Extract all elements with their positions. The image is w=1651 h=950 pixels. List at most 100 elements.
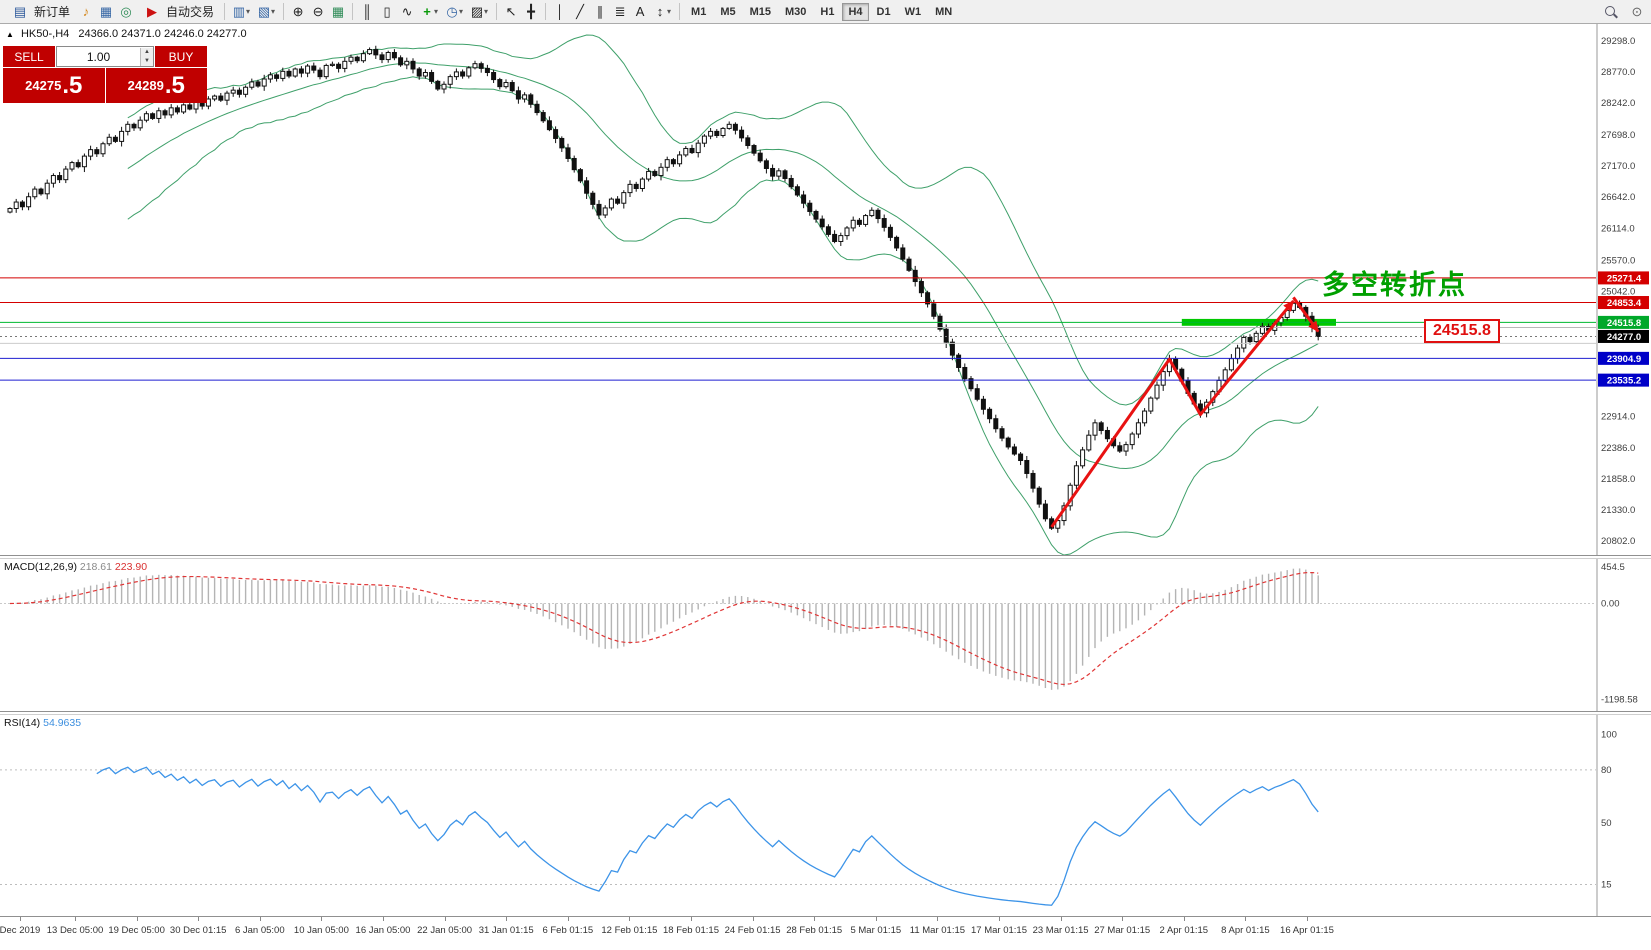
new-order-icon: ▤ <box>13 4 27 19</box>
one-click-trading-panel: SELL 1.00 ▲ ▼ BUY 24275 .5 24289 .5 <box>3 46 207 103</box>
time-axis-tick <box>383 917 384 921</box>
navigator-icon[interactable]: ◎ <box>120 4 132 19</box>
market-watch-icon[interactable]: ▦ <box>99 4 113 19</box>
buy-button[interactable]: BUY <box>155 46 207 67</box>
rsi-axis-label: 50 <box>1601 818 1612 829</box>
main-chart[interactable]: 25271.4 24853.4 24515.8 23904.9 23535.2 24277… <box>0 24 1651 556</box>
timeframe-h4-button[interactable]: H4 <box>842 2 869 21</box>
macd-signal-line <box>9 571 1319 686</box>
svg-text:23904.9: 23904.9 <box>1607 354 1641 365</box>
profiles-icon[interactable]: ▧ <box>257 4 271 19</box>
timeframe-h1-button[interactable]: H1 <box>820 5 835 18</box>
volume-down-icon[interactable]: ▼ <box>141 56 153 66</box>
profiles-dropdown-icon[interactable]: ▾ <box>271 7 276 16</box>
price-axis-label: 22914.0 <box>1601 412 1635 423</box>
time-axis-tick <box>1307 917 1308 921</box>
bollinger-band <box>127 62 1319 470</box>
templates-icon[interactable]: ▨ <box>470 4 484 19</box>
rsi-panel[interactable]: 100 80 50 15 <box>0 714 1651 916</box>
time-axis-tick <box>1245 917 1247 921</box>
time-axis-tick <box>999 917 1000 921</box>
buy-price-pips: .5 <box>164 71 185 99</box>
time-label: 17 Mar 01:15 <box>971 925 1027 936</box>
time-axis-tick <box>506 917 508 921</box>
volume-value[interactable]: 1.00 <box>86 49 111 64</box>
rsi-indicator-label: RSI(14) 54.9635 <box>4 717 81 729</box>
cursor-icon[interactable]: ↖ <box>505 4 517 19</box>
macd-axis-label: -1198.58 <box>1601 695 1638 706</box>
price-tag <box>1598 296 1649 310</box>
vertical-line-icon[interactable]: │ <box>555 4 565 19</box>
bar-chart-icon[interactable]: ║ <box>362 4 372 19</box>
search-icon[interactable] <box>1603 4 1619 20</box>
tile-windows-icon[interactable]: ▦ <box>331 4 345 19</box>
zoom-out-icon[interactable]: ⊖ <box>312 4 324 19</box>
buy-price-button[interactable]: 24289 .5 <box>105 68 207 103</box>
time-axis[interactable]: Dec 2019 13 Dec 05:00 19 Dec 05:00 30 Dec 0… <box>0 916 1651 950</box>
symbol-period-label: HK50-,H4 <box>20 28 70 40</box>
channel-icon[interactable]: ∥ <box>596 4 604 19</box>
templates-dropdown-icon[interactable]: ▾ <box>484 7 489 16</box>
help-icon[interactable]: ⊙ <box>1631 4 1643 19</box>
zoom-in-icon[interactable]: ⊕ <box>292 4 304 19</box>
new-order-button[interactable]: ▤ 新订单 <box>4 2 76 22</box>
timeframe-m30-button[interactable]: M30 <box>785 5 807 18</box>
time-label: 24 Feb 01:15 <box>724 925 781 936</box>
volume-stepper: ▲ ▼ <box>140 47 153 66</box>
rsi-line <box>96 766 1319 906</box>
time-axis-tick <box>691 917 692 921</box>
timeframe-m1-button[interactable]: M1 <box>691 5 707 18</box>
price-axis-label: 28770.0 <box>1601 67 1635 78</box>
periods-icon[interactable]: ◷ <box>446 4 458 19</box>
svg-text:24277.0: 24277.0 <box>1607 332 1641 343</box>
timeframe-w1-button[interactable]: W1 <box>904 5 922 18</box>
reversal-arrow-annotation[interactable] <box>1292 296 1320 333</box>
toolbar-separator <box>679 3 681 20</box>
trend-zigzag-annotation[interactable] <box>1050 300 1295 528</box>
trade-panel-toggle-icon[interactable]: ▲ <box>6 30 14 39</box>
timeframe-d1-button[interactable]: D1 <box>876 5 891 18</box>
candlestick-chart-icon[interactable]: ▯ <box>383 4 391 19</box>
indicators-icon[interactable]: + <box>423 4 431 19</box>
time-axis-tick <box>20 917 21 921</box>
timeframe-mn-button[interactable]: MN <box>935 5 953 18</box>
time-label: 6 Feb 01:15 <box>542 925 594 936</box>
alerts-icon[interactable]: ♪ <box>82 4 90 19</box>
volume-up-icon[interactable]: ▲ <box>141 47 153 57</box>
timeframe-m5-button[interactable]: M5 <box>720 5 736 18</box>
sell-price: 24275 <box>25 78 62 93</box>
candles <box>7 45 1321 533</box>
new-chart-icon[interactable]: ▥ <box>232 4 246 19</box>
time-axis-tick <box>567 917 569 921</box>
indicators-dropdown-icon[interactable]: ▾ <box>434 7 439 16</box>
macd-axis-label: 0.00 <box>1601 599 1620 610</box>
rsi-axis-label: 80 <box>1601 765 1612 776</box>
price-tag <box>1598 373 1649 387</box>
toolbar-separator <box>545 3 547 20</box>
price-axis-label: 26114.0 <box>1601 223 1635 234</box>
line-chart-icon[interactable]: ∿ <box>401 4 413 19</box>
chart-title: ▲ HK50-,H4 24366.0 24371.0 24246.0 24277… <box>6 28 247 40</box>
price-axis-label: 29298.0 <box>1601 36 1635 47</box>
trendline-icon[interactable]: ╱ <box>576 4 584 19</box>
sell-button[interactable]: SELL <box>3 46 55 67</box>
text-tool-icon[interactable]: A <box>635 4 645 19</box>
sell-price-button[interactable]: 24275 .5 <box>3 68 105 103</box>
price-tag <box>1598 315 1649 329</box>
price-axis-label: 21330.0 <box>1601 505 1635 516</box>
arrows-tool-icon[interactable]: ↕ <box>656 4 664 19</box>
timeframe-m15-button[interactable]: M15 <box>749 5 771 18</box>
arrows-dropdown-icon[interactable]: ▾ <box>667 7 672 16</box>
svg-text:23535.2: 23535.2 <box>1607 376 1641 387</box>
periods-dropdown-icon[interactable]: ▾ <box>459 7 464 16</box>
time-label: 27 Mar 01:15 <box>1094 925 1151 936</box>
new-chart-dropdown-icon[interactable]: ▾ <box>246 7 251 16</box>
macd-panel[interactable]: 454.5 0.00 -1198.58 <box>0 558 1651 712</box>
time-label: Dec 2019 <box>0 925 41 936</box>
price-axis-label: 28242.0 <box>1601 98 1635 109</box>
crosshair-icon[interactable]: ╋ <box>527 4 535 19</box>
toolbar-separator <box>283 3 285 20</box>
fibonacci-icon[interactable]: ≣ <box>614 4 626 19</box>
auto-trading-button[interactable]: ▶ 自动交易 <box>136 2 220 22</box>
volume-field[interactable]: 1.00 ▲ ▼ <box>56 46 154 67</box>
